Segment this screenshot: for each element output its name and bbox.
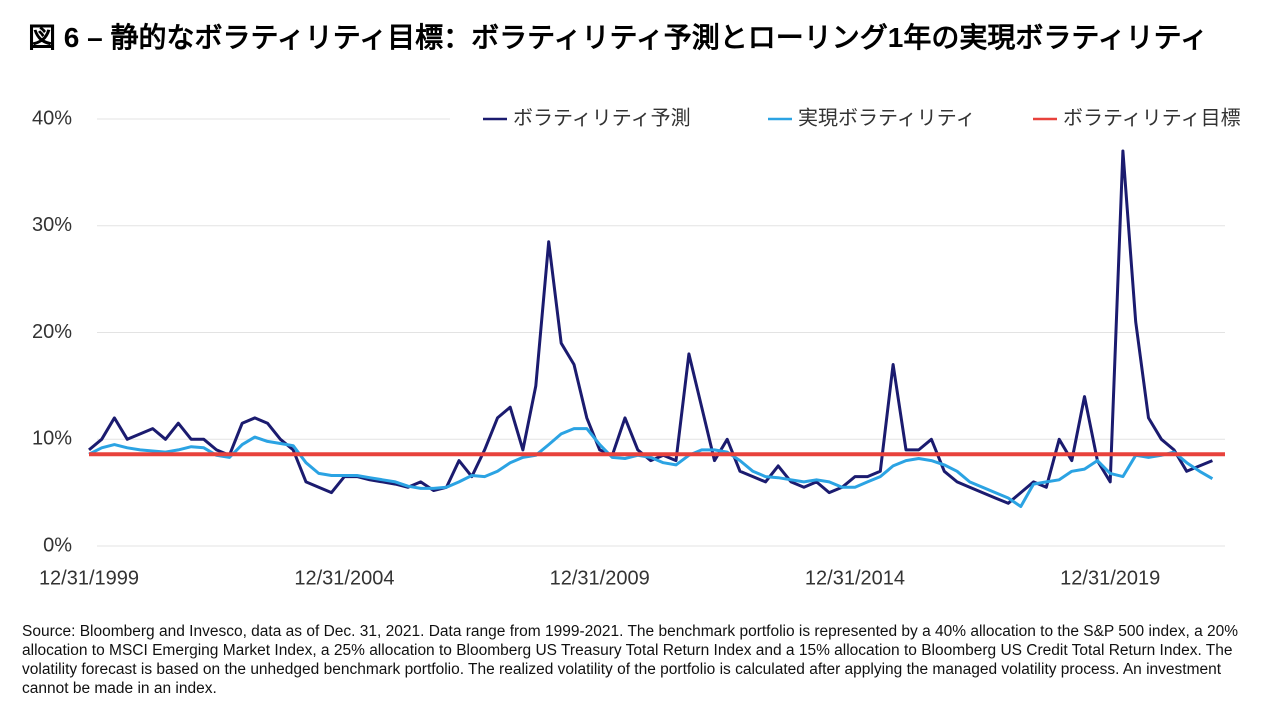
x-tick-label: 12/31/1999 (39, 567, 139, 589)
source-note: Source: Bloomberg and Invesco, data as o… (22, 623, 1239, 697)
x-tick-label: 12/31/2009 (550, 567, 650, 589)
y-tick-label: 10% (32, 428, 72, 450)
series-line (88, 149, 1213, 505)
y-tick-label: 20% (32, 321, 72, 343)
y-tick-label: 40% (32, 107, 72, 129)
legend-label: ボラティリティ目標 (1063, 106, 1241, 129)
chart-title: 図 6 – 静的なボラティリティ目標：ボラティリティ予測とローリング1年の実現ボ… (28, 22, 1208, 53)
y-tick-label: 30% (32, 214, 72, 236)
legend-background (450, 103, 1225, 135)
x-tick-label: 12/31/2019 (1060, 567, 1160, 589)
x-tick-label: 12/31/2014 (805, 567, 905, 589)
chart: 0% 10% 20% 30% 40% 12/31/1999 12/31/2004 12/31/… (31, 103, 1241, 590)
legend-label: ボラティリティ予測 (513, 106, 691, 129)
x-tick-label: 12/31/2004 (294, 567, 394, 589)
y-tick-label: 0% (43, 534, 72, 556)
legend-label: 実現ボラティリティ (798, 106, 976, 129)
series-line (88, 427, 1214, 508)
